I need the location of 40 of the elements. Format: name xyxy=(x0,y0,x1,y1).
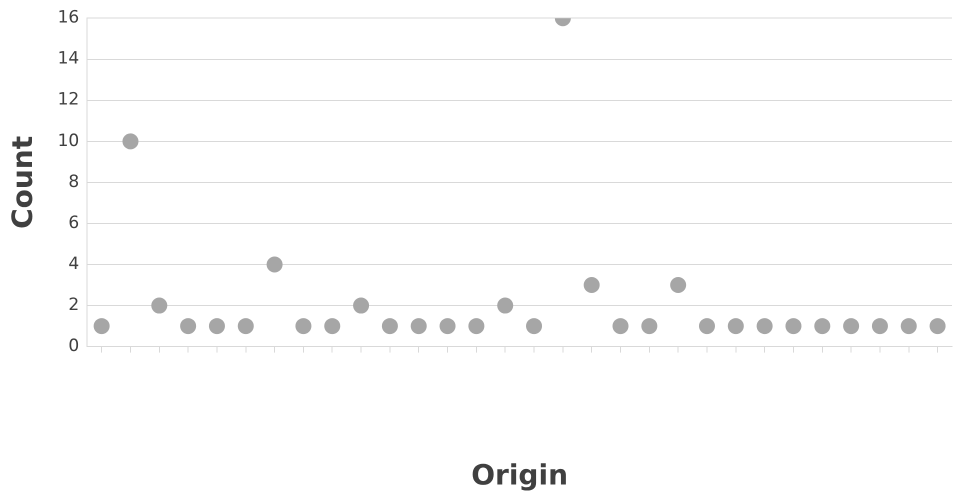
point xyxy=(151,298,168,314)
point xyxy=(440,318,456,334)
point xyxy=(497,298,514,314)
point xyxy=(670,277,686,294)
y-tick-label: 6 xyxy=(68,212,80,233)
point xyxy=(900,318,917,334)
point xyxy=(266,256,283,272)
point xyxy=(295,318,312,334)
point xyxy=(728,318,744,334)
point xyxy=(843,318,860,334)
point xyxy=(584,277,600,294)
point xyxy=(238,318,254,334)
y-tick-label: 4 xyxy=(68,254,80,274)
point xyxy=(814,318,830,334)
point xyxy=(785,318,802,334)
y-axis-title: Count xyxy=(6,136,40,229)
point xyxy=(641,318,658,334)
point xyxy=(94,318,110,334)
y-tick-label: 0 xyxy=(68,336,80,356)
y-tick-label: 10 xyxy=(58,130,80,151)
point xyxy=(698,318,715,334)
y-tick-label: 16 xyxy=(58,8,80,28)
point xyxy=(208,318,225,334)
point xyxy=(756,318,773,334)
point xyxy=(324,318,340,334)
y-tick-label: 12 xyxy=(58,90,80,110)
point xyxy=(526,318,542,334)
x-axis-title: Origin xyxy=(471,458,568,492)
point xyxy=(612,318,629,334)
point xyxy=(468,318,484,334)
point xyxy=(353,298,370,314)
point xyxy=(410,318,427,334)
y-tick-label: 2 xyxy=(68,294,80,315)
point xyxy=(930,318,946,334)
point xyxy=(872,318,888,334)
y-tick-label: 8 xyxy=(68,172,80,192)
point xyxy=(180,318,196,334)
point xyxy=(122,133,138,150)
point xyxy=(382,318,398,334)
y-tick-label: 14 xyxy=(58,48,80,69)
